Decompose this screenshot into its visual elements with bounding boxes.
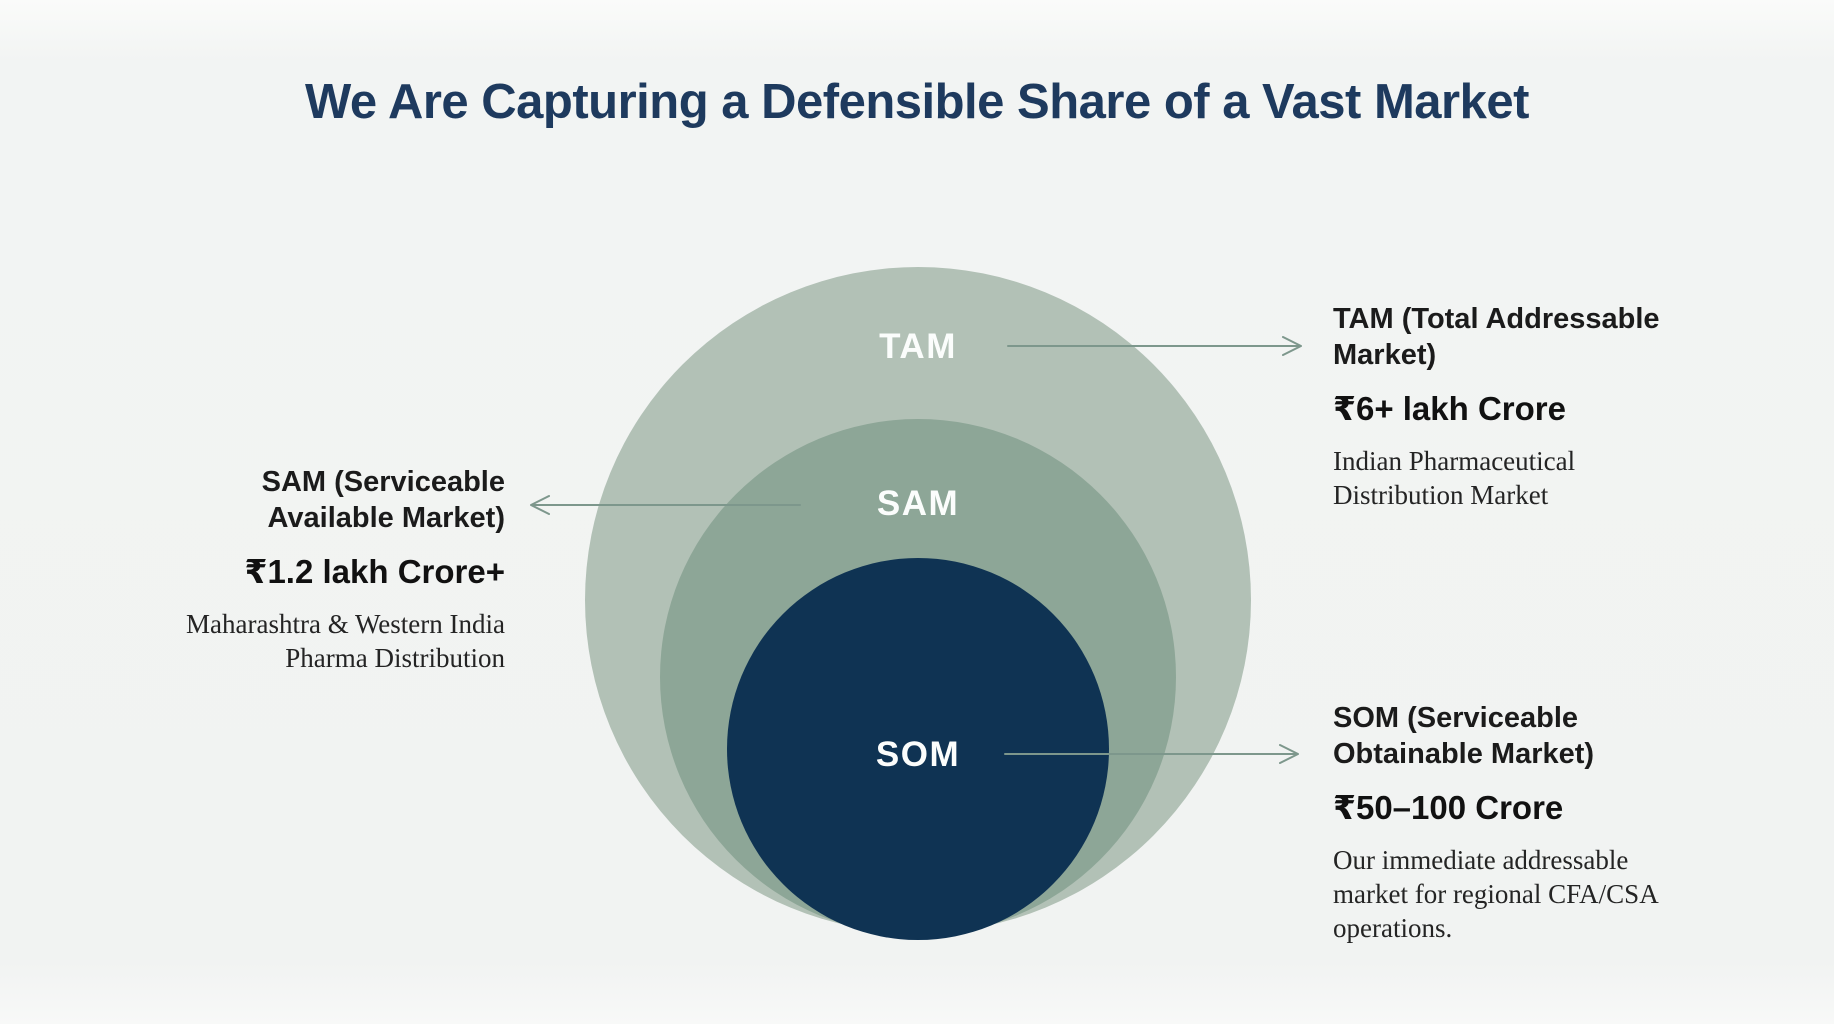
som-heading-line-2: Obtainable Market) xyxy=(1333,738,1595,770)
sam-circle-label: SAM xyxy=(876,484,960,523)
tam-heading-line-2: Market) xyxy=(1333,339,1437,371)
tam-caption-line-2: Distribution Market xyxy=(1333,480,1549,510)
tam-annotation: TAM (Total Addressable Market) ₹6+ lakh … xyxy=(1333,301,1693,512)
tam-circle-label: TAM xyxy=(879,327,957,366)
som-caption-line-2: market for regional CFA/CSA xyxy=(1333,879,1659,909)
slide-title: We Are Capturing a Defensible Share of a… xyxy=(305,75,1529,129)
som-caption-line-1: Our immediate addressable xyxy=(1333,845,1629,875)
sam-annotation: SAM (Serviceable Available Market) ₹1.2 … xyxy=(85,464,505,675)
som-annotation: SOM (Serviceable Obtainable Market) ₹50–… xyxy=(1333,700,1713,945)
som-heading-line-1: SOM (Serviceable xyxy=(1333,702,1578,734)
sam-annotation-value: ₹1.2 lakh Crore+ xyxy=(244,553,505,590)
sam-heading-line-2: Available Market) xyxy=(267,502,505,534)
sam-caption-line-2: Pharma Distribution xyxy=(285,643,505,673)
som-caption-line-3: operations. xyxy=(1333,913,1453,943)
som-annotation-value: ₹50–100 Crore xyxy=(1333,789,1564,826)
sam-annotation-heading: SAM (Serviceable Available Market) xyxy=(85,464,505,536)
sam-heading-line-1: SAM (Serviceable xyxy=(261,466,505,498)
som-circle-label: SOM xyxy=(875,735,961,774)
tam-annotation-value: ₹6+ lakh Crore xyxy=(1333,390,1566,427)
tam-annotation-caption: Indian Pharmaceutical Distribution Marke… xyxy=(1333,444,1693,512)
tam-caption-line-1: Indian Pharmaceutical xyxy=(1333,446,1576,476)
tam-heading-line-1: TAM (Total Addressable xyxy=(1333,303,1660,335)
som-annotation-caption: Our immediate addressable market for reg… xyxy=(1333,843,1713,945)
sam-caption-line-1: Maharashtra & Western India xyxy=(186,609,505,639)
sam-annotation-caption: Maharashtra & Western India Pharma Distr… xyxy=(85,607,505,675)
som-annotation-heading: SOM (Serviceable Obtainable Market) xyxy=(1333,700,1713,772)
tam-annotation-heading: TAM (Total Addressable Market) xyxy=(1333,301,1693,373)
